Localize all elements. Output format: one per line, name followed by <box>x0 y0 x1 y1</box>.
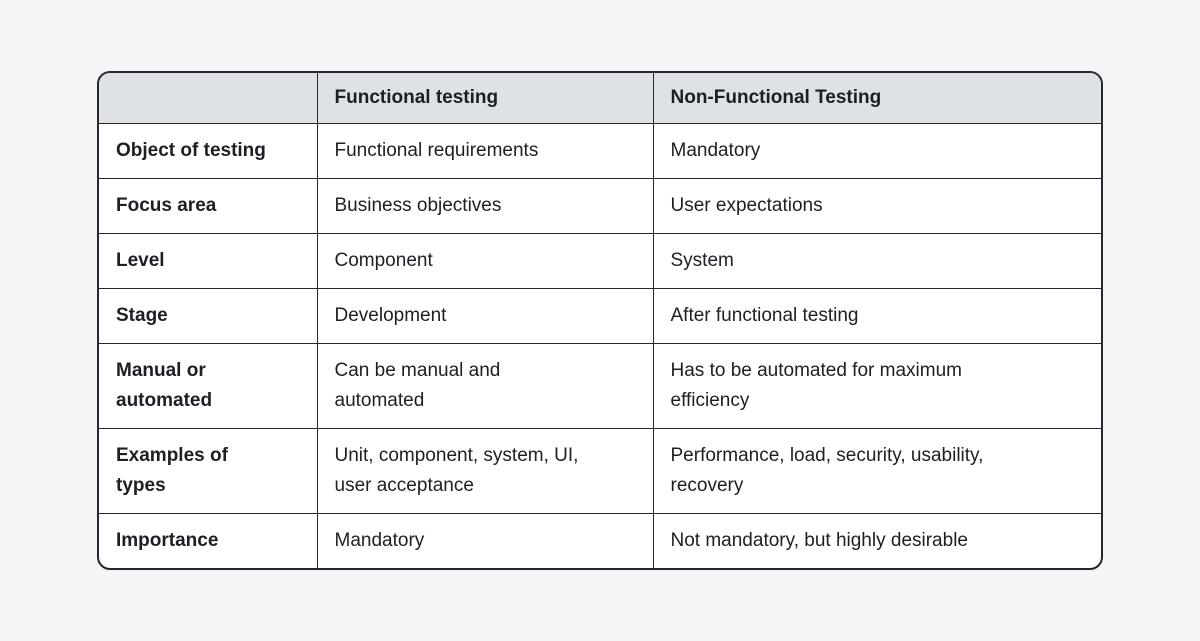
row-label-cell: Stage <box>99 288 318 344</box>
table-row: Focus area Business objectives User expect… <box>99 178 1101 234</box>
table-body: Object of testing Functional requirements… <box>99 123 1101 568</box>
table-row: Examples of types Unit, component, system… <box>99 428 1101 514</box>
table-row: Stage Development After functional testing <box>99 288 1101 344</box>
functional-cell: Business objectives <box>316 178 654 234</box>
row-label-cell: Level <box>99 233 318 289</box>
functional-vs-nonfunctional-table: Functional testing Non-Functional Testin… <box>99 73 1101 568</box>
non-functional-cell: Performance, load, security, usability, … <box>652 428 1101 514</box>
non-functional-cell: System <box>652 233 1101 289</box>
column-header-blank <box>99 73 318 124</box>
non-functional-cell: Has to be automated for maximum efficien… <box>652 343 1101 429</box>
non-functional-cell: Mandatory <box>652 123 1101 179</box>
row-label-cell: Examples of types <box>99 428 318 514</box>
non-functional-cell: After functional testing <box>652 288 1101 344</box>
functional-cell: Can be manual and automated <box>316 343 654 429</box>
table-row: Object of testing Functional requirements… <box>99 123 1101 179</box>
table-row: Level Component System <box>99 233 1101 289</box>
functional-cell: Component <box>316 233 654 289</box>
row-label-cell: Object of testing <box>99 123 318 179</box>
comparison-table-card: Functional testing Non-Functional Testin… <box>97 71 1103 570</box>
column-header-functional: Functional testing <box>316 73 654 124</box>
header-row: Functional testing Non-Functional Testin… <box>99 73 1101 124</box>
non-functional-cell: Not mandatory, but highly desirable <box>652 513 1101 568</box>
functional-cell: Development <box>316 288 654 344</box>
table-row: Manual or automated Can be manual and aut… <box>99 343 1101 429</box>
table-row: Importance Mandatory Not mandatory, but hi… <box>99 513 1101 568</box>
non-functional-cell: User expectations <box>652 178 1101 234</box>
row-label-cell: Focus area <box>99 178 318 234</box>
functional-cell: Mandatory <box>316 513 654 568</box>
column-header-non-functional: Non-Functional Testing <box>652 73 1101 124</box>
row-label-cell: Manual or automated <box>99 343 318 429</box>
functional-cell: Unit, component, system, UI, user accept… <box>316 428 654 514</box>
row-label-cell: Importance <box>99 513 318 568</box>
table-header: Functional testing Non-Functional Testin… <box>99 73 1101 124</box>
functional-cell: Functional requirements <box>316 123 654 179</box>
